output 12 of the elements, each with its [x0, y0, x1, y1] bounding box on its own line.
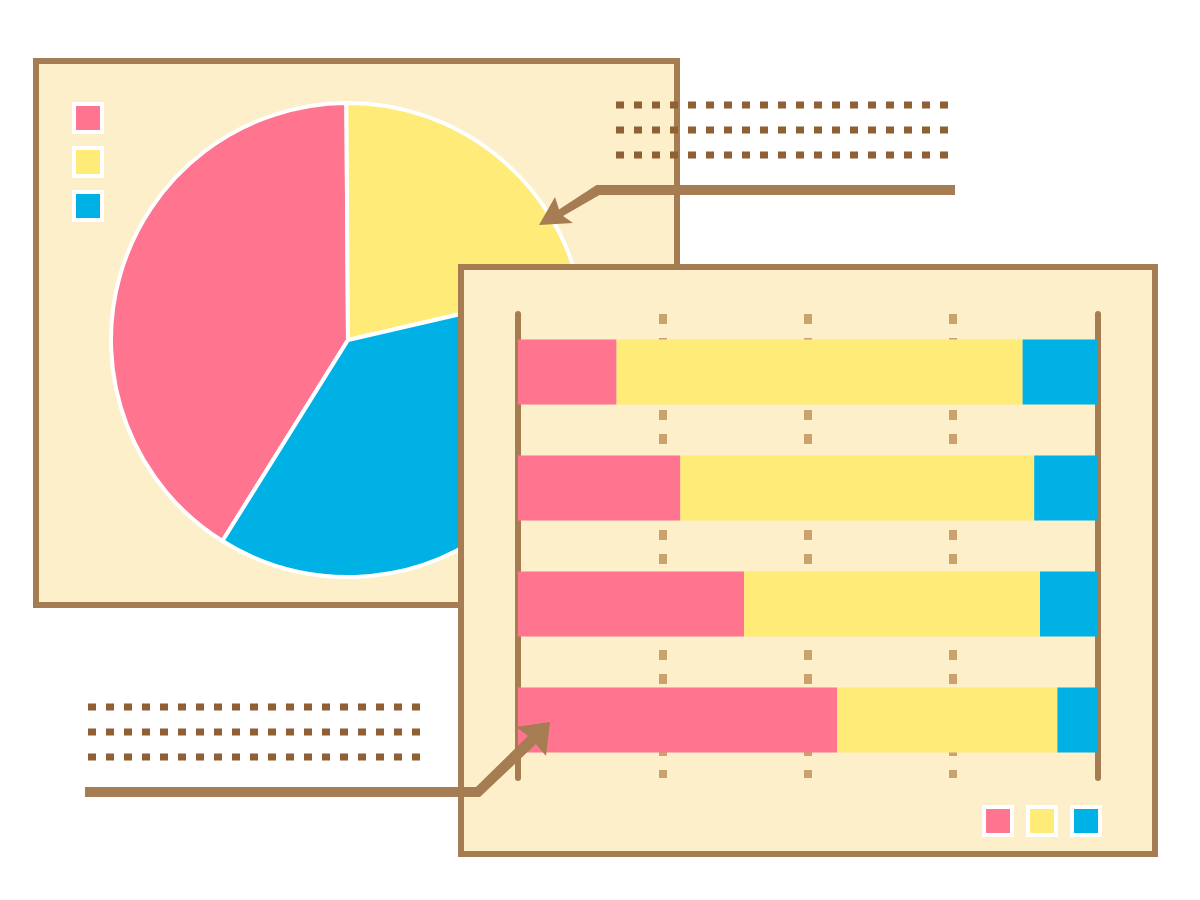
bar — [680, 455, 1035, 521]
bar — [837, 687, 1058, 753]
bar — [518, 571, 745, 637]
bar — [1034, 455, 1098, 521]
bar — [1040, 571, 1098, 637]
bar — [744, 571, 1040, 637]
bar — [1022, 339, 1098, 405]
bar — [518, 687, 837, 753]
bar — [616, 339, 1023, 405]
bar — [518, 455, 681, 521]
bar — [1057, 687, 1098, 753]
bar — [518, 339, 617, 405]
